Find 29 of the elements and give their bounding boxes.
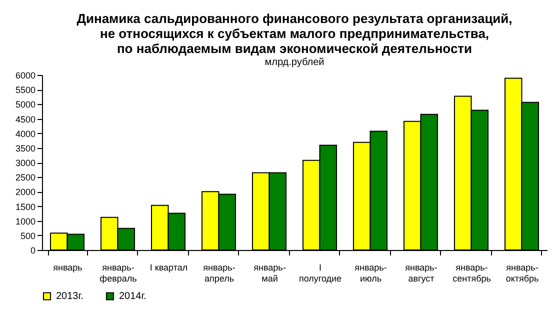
y-tick-label: 5000 bbox=[15, 100, 36, 110]
x-tick-label: январь bbox=[53, 262, 83, 272]
chart-subtitle: млрд.рублей bbox=[264, 57, 324, 68]
y-tick-label: 500 bbox=[20, 230, 36, 241]
x-tick-label: январь-июль bbox=[354, 262, 387, 284]
y-tick-label: 6000 bbox=[15, 70, 36, 80]
y-tick-label: 3000 bbox=[15, 158, 36, 168]
x-tick-label: январь-февраль bbox=[100, 262, 138, 284]
y-tick-label: 4000 bbox=[15, 128, 36, 139]
text: по наблюдаемым видам экономической деятельности bbox=[116, 41, 472, 56]
x-tick-label: январь-август bbox=[405, 262, 438, 284]
x-tick-label: январь-май bbox=[254, 262, 286, 284]
y-tick-label: 5500 bbox=[15, 85, 36, 96]
x-tick-label: I квартал bbox=[150, 262, 188, 272]
text: Динамика сальдированного финансового результата организаций, bbox=[76, 11, 512, 26]
legend-label: 2013г. bbox=[56, 291, 84, 302]
y-tick-label: 1000 bbox=[15, 216, 36, 226]
x-tick-label: I полугодие bbox=[298, 262, 342, 284]
y-tick-label: 2500 bbox=[15, 172, 36, 183]
x-tick-label: январь-октябрь bbox=[506, 262, 540, 284]
x-tick-label: январь-апрель bbox=[203, 262, 236, 284]
y-tick-label: 1500 bbox=[15, 202, 36, 212]
x-tick-label: январь-сентябрь bbox=[452, 262, 492, 284]
y-tick-label: 4500 bbox=[15, 114, 36, 124]
legend-label: 2014г. bbox=[119, 291, 146, 302]
y-tick-label: 3500 bbox=[15, 143, 36, 154]
y-tick-label: 0 bbox=[30, 246, 36, 256]
y-tick-label: 2000 bbox=[15, 187, 36, 198]
text: не относящихся к субъектам малого предпринимательства, bbox=[100, 26, 490, 41]
